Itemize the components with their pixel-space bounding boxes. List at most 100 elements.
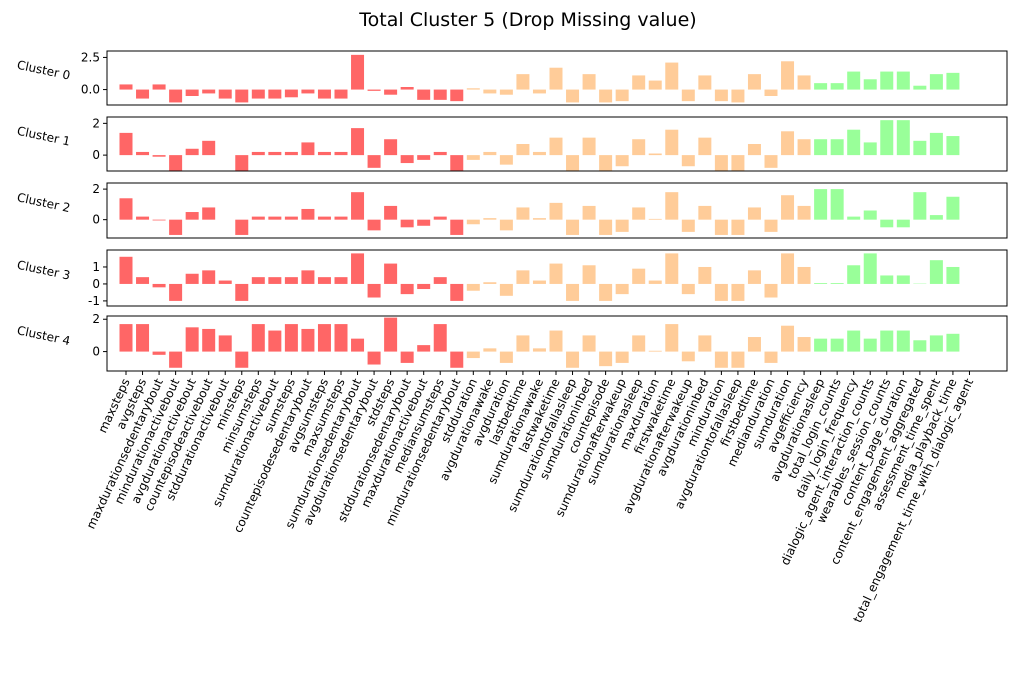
- bar: [434, 90, 447, 100]
- bar: [467, 220, 480, 225]
- bar: [268, 277, 281, 284]
- bar: [715, 155, 728, 171]
- bar: [467, 88, 480, 89]
- bar: [616, 155, 629, 166]
- bar: [665, 63, 678, 90]
- bar: [566, 155, 579, 171]
- bar: [798, 337, 811, 352]
- bar: [897, 120, 910, 155]
- bar: [186, 212, 199, 220]
- bar: [897, 331, 910, 352]
- bar: [831, 139, 844, 155]
- bar: [550, 138, 563, 155]
- bar: [798, 206, 811, 220]
- bar: [682, 220, 695, 232]
- bar: [599, 155, 612, 171]
- bar: [649, 81, 662, 90]
- bar: [731, 90, 744, 103]
- bar: [120, 84, 133, 89]
- bar: [765, 90, 778, 96]
- bar: [930, 74, 943, 89]
- bar: [500, 284, 513, 296]
- bar: [318, 217, 331, 220]
- y-axis-label: Cluster 3: [16, 258, 72, 283]
- bar: [202, 207, 215, 219]
- bar: [880, 120, 893, 155]
- y-tick-label: 0.0: [81, 83, 100, 97]
- bar: [748, 337, 761, 352]
- bar: [550, 68, 563, 90]
- bar: [186, 90, 199, 96]
- bar: [301, 209, 314, 220]
- bar: [847, 217, 860, 220]
- bar: [665, 324, 678, 352]
- bar: [781, 253, 794, 284]
- bar: [335, 324, 348, 352]
- bar: [335, 217, 348, 220]
- bar: [417, 284, 430, 289]
- bar: [566, 220, 579, 235]
- bar: [632, 269, 645, 284]
- bar: [500, 90, 513, 95]
- bar: [616, 90, 629, 102]
- bar: [566, 284, 579, 301]
- y-tick-label: 0: [92, 277, 100, 291]
- bar: [632, 139, 645, 155]
- bar: [781, 61, 794, 89]
- bar: [136, 152, 149, 155]
- bar: [583, 138, 596, 155]
- bar: [682, 90, 695, 102]
- bar: [516, 270, 529, 284]
- bar: [930, 133, 943, 155]
- bar: [318, 324, 331, 352]
- bar: [946, 136, 959, 155]
- bar: [318, 277, 331, 284]
- bar: [467, 352, 480, 358]
- bar: [880, 331, 893, 352]
- bar: [434, 277, 447, 284]
- bar: [368, 284, 381, 298]
- bar: [698, 75, 711, 89]
- bar: [765, 155, 778, 168]
- y-tick-label: 0: [92, 213, 100, 227]
- bar: [384, 139, 397, 155]
- bar: [847, 331, 860, 352]
- bar: [748, 207, 761, 219]
- bar: [434, 324, 447, 352]
- bar: [682, 352, 695, 362]
- bar: [285, 217, 298, 220]
- bar: [450, 155, 463, 171]
- bar: [682, 284, 695, 294]
- y-tick-label: 2: [92, 182, 100, 196]
- bar: [417, 220, 430, 226]
- bar: [533, 281, 546, 284]
- bar: [500, 220, 513, 231]
- bar: [946, 267, 959, 284]
- bar: [533, 90, 546, 94]
- bar: [450, 352, 463, 368]
- bar: [880, 275, 893, 283]
- bar: [632, 335, 645, 351]
- bar: [599, 90, 612, 103]
- bar: [467, 155, 480, 160]
- bar: [417, 345, 430, 351]
- y-tick-label: 1: [92, 260, 100, 274]
- bar: [450, 284, 463, 301]
- bar: [235, 352, 248, 368]
- bar: [351, 253, 364, 284]
- bar: [814, 83, 827, 89]
- bar: [483, 218, 496, 220]
- bar: [516, 74, 529, 89]
- bar: [748, 144, 761, 155]
- bar: [698, 335, 711, 351]
- bar: [202, 141, 215, 155]
- bar: [913, 192, 926, 220]
- bar: [301, 329, 314, 352]
- bar: [632, 207, 645, 219]
- bar: [930, 260, 943, 284]
- bar: [268, 217, 281, 220]
- y-axis-label: Cluster 0: [16, 58, 72, 83]
- bar: [186, 274, 199, 284]
- bar: [252, 217, 265, 220]
- bar: [483, 348, 496, 351]
